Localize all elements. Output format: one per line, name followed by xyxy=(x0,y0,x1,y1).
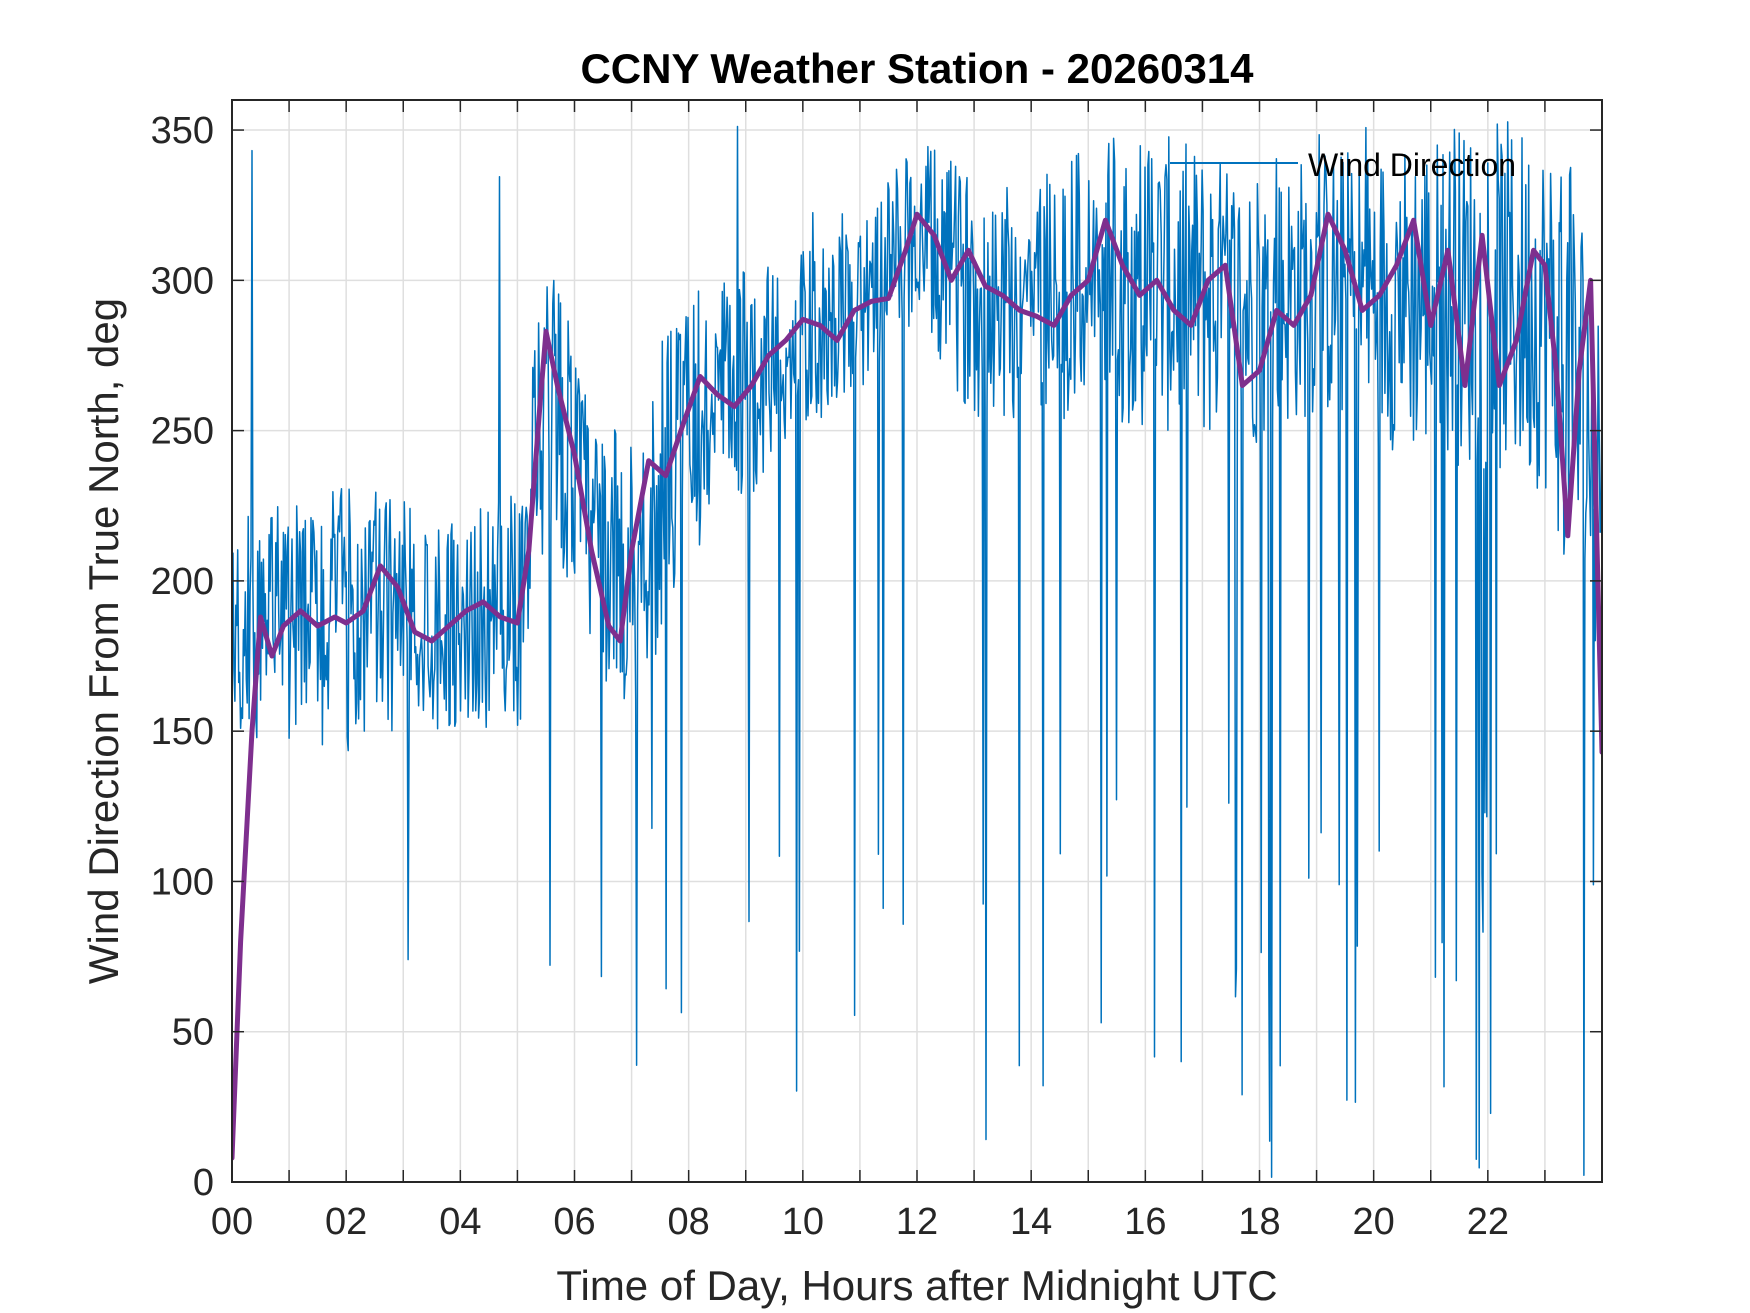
raw-series-layer xyxy=(232,121,1602,1179)
x-axis-label: Time of Day, Hours after Midnight UTC xyxy=(556,1262,1277,1309)
average-series-layer xyxy=(232,211,1602,1161)
legend: Wind Direction xyxy=(1170,147,1516,183)
x-tick-label: 14 xyxy=(1010,1201,1052,1243)
y-tick-label: 350 xyxy=(151,110,214,152)
y-tick-label: 150 xyxy=(151,711,214,753)
x-tick-label: 06 xyxy=(553,1201,595,1243)
y-tick-label: 200 xyxy=(151,561,214,603)
x-tick-label: 04 xyxy=(439,1201,481,1243)
y-tick-label: 50 xyxy=(172,1012,214,1054)
y-tick-label: 250 xyxy=(151,411,214,453)
x-tick-label: 16 xyxy=(1124,1201,1166,1243)
y-tick-label: 300 xyxy=(151,260,214,302)
x-tick-label: 22 xyxy=(1467,1201,1509,1243)
y-tick-label: 100 xyxy=(151,861,214,903)
legend-label-wind-direction: Wind Direction xyxy=(1308,147,1516,183)
x-tick-label: 12 xyxy=(896,1201,938,1243)
y-tick-label: 0 xyxy=(193,1162,214,1204)
series-line-wind-direction xyxy=(232,121,1602,1179)
chart-title: CCNY Weather Station - 20260314 xyxy=(580,45,1254,92)
series-line-moving-average xyxy=(232,211,1602,1161)
tick-layer: 00 02 04 06 08 10 12 14 16 18 20 22 0 50 100 150 200 250 3… xyxy=(151,100,1603,1243)
x-tick-label: 20 xyxy=(1353,1201,1395,1243)
x-tick-label: 00 xyxy=(211,1201,253,1243)
x-tick-label: 08 xyxy=(668,1201,710,1243)
x-tick-label: 02 xyxy=(325,1201,367,1243)
x-tick-label: 18 xyxy=(1238,1201,1280,1243)
grid-layer xyxy=(232,100,1602,1182)
y-axis-label: Wind Direction From True North, deg xyxy=(80,298,127,984)
x-tick-label: 10 xyxy=(782,1201,824,1243)
